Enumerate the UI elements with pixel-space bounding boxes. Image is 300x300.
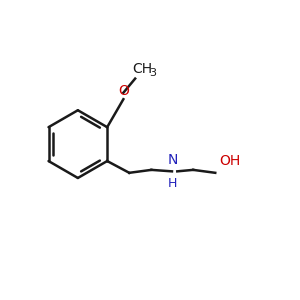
Text: CH: CH: [132, 62, 152, 76]
Text: O: O: [118, 84, 129, 98]
Text: OH: OH: [219, 154, 240, 167]
Text: 3: 3: [149, 68, 156, 78]
Text: N: N: [168, 153, 178, 167]
Text: H: H: [168, 177, 178, 190]
